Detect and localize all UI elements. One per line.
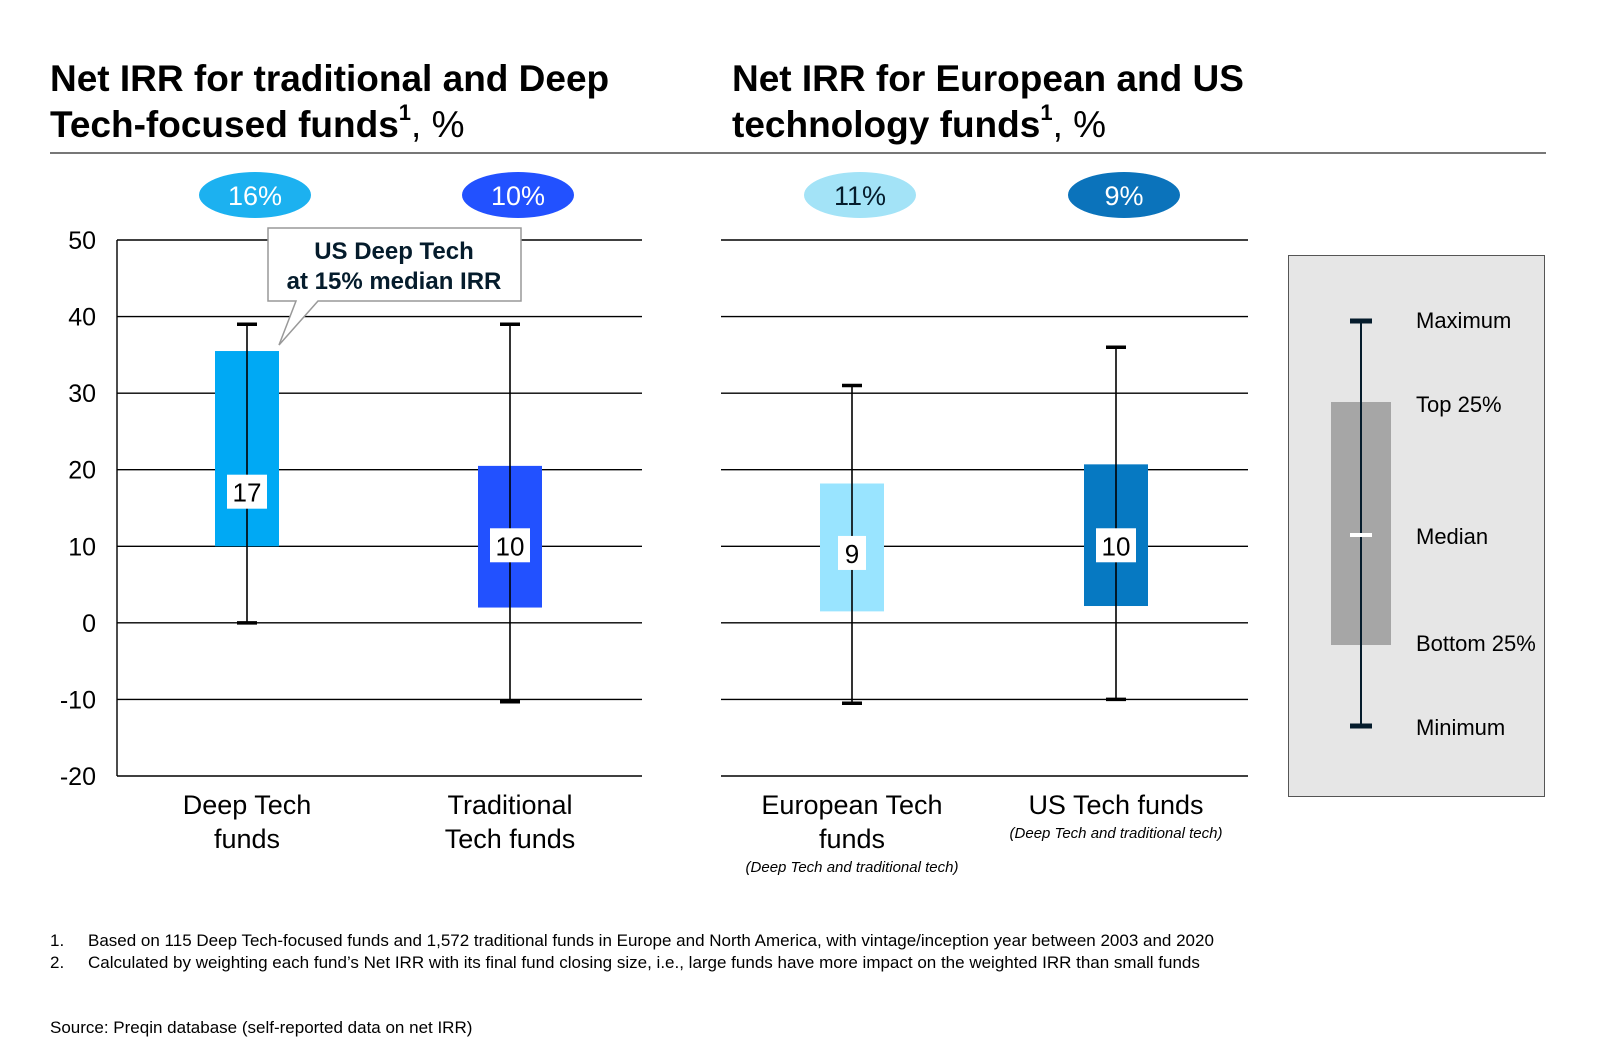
y-tick-label: 20 [68,457,96,485]
category-label: European Tech [761,790,942,820]
median-label: 10 [1102,531,1131,561]
weighted-irr-badge-label: 11% [834,181,886,211]
category-label: US Tech funds [1028,790,1203,820]
title-divider [50,152,1546,154]
y-tick-label: 0 [82,610,96,638]
category-sublabel: (Deep Tech and traditional tech) [746,859,959,876]
median-label: 9 [845,539,859,569]
right-title-unit: , % [1052,104,1107,145]
y-tick-label: -10 [60,686,96,714]
left-chart-title: Net IRR for traditional and Deep Tech-fo… [50,56,690,148]
right-title-superscript: 1 [1040,99,1053,125]
legend-label-median: Median [1416,524,1489,549]
y-tick-label: 10 [68,533,96,561]
y-tick-label: 30 [68,380,96,408]
y-tick-label: 40 [68,304,96,332]
weighted-irr-badge-label: 9% [1104,181,1143,211]
category-label: funds [214,824,280,854]
median-label: 17 [233,478,262,508]
left-title-text: Net IRR for traditional and Deep Tech-fo… [50,58,610,145]
legend-label-bottom25: Bottom 25% [1416,631,1536,656]
legend-label-maximum: Maximum [1416,308,1512,333]
weighted-irr-badge-label: 10% [491,181,545,211]
right-chart-title: Net IRR for European and US technology f… [732,56,1372,148]
footnote-2-number: 2. [50,953,65,972]
median-label-bg [227,474,267,509]
median-label-bg [838,535,866,570]
category-label: funds [819,824,885,854]
legend-label-top25: Top 25% [1416,392,1502,417]
left-title-superscript: 1 [398,99,412,125]
footnote-1: 1. Based on 115 Deep Tech-focused funds a… [50,930,1214,952]
source-note: Source: Preqin database (self-reported d… [50,1018,473,1037]
footnote-2: 2. Calculated by weighting each fund’s Ne… [50,952,1200,974]
median-label-bg [1096,528,1136,563]
weighted-irr-badge [199,172,311,218]
left-title-unit: , % [411,104,465,145]
footnote-2-text: Calculated by weighting each fund’s Net … [88,953,1200,972]
weighted-irr-badge [462,172,574,218]
weighted-irr-badge [804,172,916,218]
weighted-irr-badge-label: 16% [228,181,282,211]
legend-panel [1288,255,1545,797]
y-tick-label: -20 [60,763,96,791]
legend-label-minimum: Minimum [1416,715,1506,740]
callout-bubble [267,227,522,346]
callout-text-line-2: at 15% median IRR [287,268,502,295]
weighted-irr-badge [1068,172,1180,218]
callout-text-line-1: US Deep Tech [314,238,474,265]
category-sublabel: (Deep Tech and traditional tech) [1010,825,1223,842]
category-label: Traditional [447,790,572,820]
footnote-1-number: 1. [50,931,65,950]
median-label: 10 [496,531,525,561]
right-title-text: Net IRR for European and US technology f… [732,58,1244,145]
category-label: Tech funds [445,824,576,854]
footnote-1-text: Based on 115 Deep Tech-focused funds and… [88,931,1214,950]
category-label: Deep Tech [183,790,312,820]
median-label-bg [490,528,530,563]
y-tick-label: 50 [68,227,96,255]
